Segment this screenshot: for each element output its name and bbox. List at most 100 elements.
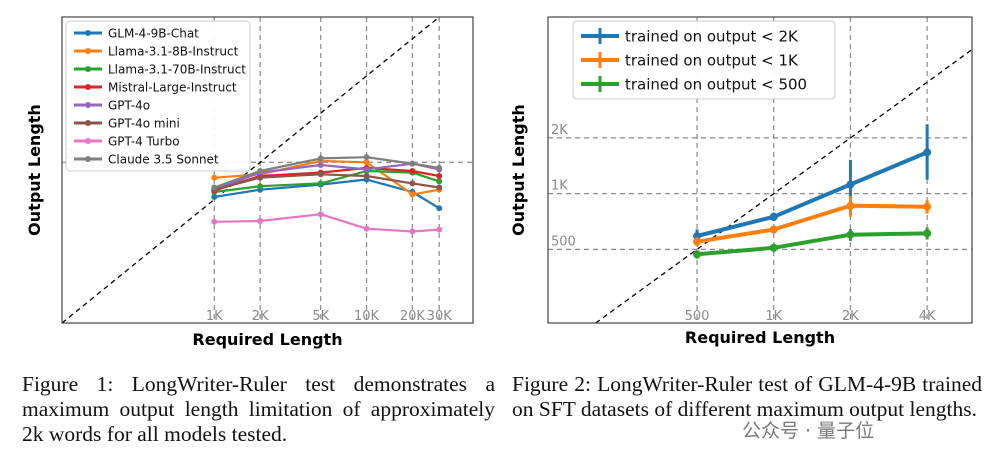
legend-label: GLM-4-9B-Chat	[108, 26, 199, 40]
legend-swatch-marker	[85, 120, 91, 126]
series-trained-on-output-1k	[693, 196, 932, 247]
legend-label: Claude 3.5 Sonnet	[108, 152, 219, 166]
x-tick-label: 1K	[206, 309, 223, 324]
data-point	[409, 160, 416, 167]
data-point	[317, 171, 324, 178]
series-line	[214, 178, 440, 210]
data-point	[317, 180, 324, 187]
legend-item-trained-on-output-1k: trained on output < 1K	[581, 51, 799, 69]
y-axis-label: Output Length	[25, 104, 44, 236]
data-point	[693, 237, 702, 246]
legend-swatch-marker	[85, 102, 91, 108]
legend-label: GPT-4o mini	[108, 116, 180, 130]
data-point	[363, 166, 370, 173]
data-point	[211, 174, 218, 181]
legend-label: trained on output < 1K	[625, 51, 799, 69]
x-tick-label: 20K	[400, 309, 426, 324]
data-point	[769, 243, 778, 252]
x-axis-label: Required Length	[192, 330, 342, 349]
legend-item-gpt-4o-mini: GPT-4o mini	[74, 116, 180, 130]
series-gpt-4-turbo	[211, 211, 443, 235]
legend-item-llama-3-1-8b-instruct: Llama-3.1-8B-Instruct	[74, 44, 239, 58]
series-line	[696, 231, 928, 257]
data-point	[923, 202, 932, 211]
data-point	[257, 168, 264, 175]
legend-item-llama-3-1-70b-instruct: Llama-3.1-70B-Instruct	[74, 62, 246, 76]
series-line	[696, 203, 928, 244]
legend-label: GPT-4 Turbo	[108, 134, 180, 148]
data-point	[436, 164, 443, 171]
y-tick-label: 1K	[551, 179, 568, 194]
legend-label: Mistral-Large-Instruct	[108, 80, 237, 94]
data-point	[436, 205, 443, 212]
legend: GLM-4-9B-Chat Llama-3.1-8B-Instruct Llama-…	[65, 20, 251, 172]
figure-2-caption: Figure 2: LongWriter-Ruler test of GLM-4…	[512, 372, 982, 421]
data-point	[409, 180, 416, 187]
x-tick-label: 10K	[354, 309, 380, 324]
y-tick-label: 500	[551, 234, 576, 249]
data-point	[409, 228, 416, 235]
data-point	[257, 217, 264, 224]
data-point	[317, 155, 324, 162]
legend-label: Llama-3.1-70B-Instruct	[108, 62, 246, 76]
x-tick-label: 30K	[427, 309, 453, 324]
data-point	[363, 225, 370, 232]
legend-item-trained-on-output-2k: trained on output < 2K	[581, 27, 799, 45]
series-trained-on-output-2k	[693, 124, 932, 244]
legend-label: Llama-3.1-8B-Instruct	[108, 44, 239, 58]
legend-item-mistral-large-instruct: Mistral-Large-Instruct	[74, 80, 237, 94]
legend-swatch-marker	[85, 30, 91, 36]
series-trained-on-output-500	[693, 227, 932, 259]
data-point	[257, 174, 264, 181]
series-line	[214, 173, 440, 191]
data-point	[693, 232, 702, 241]
legend-box	[572, 20, 836, 100]
legend-label: trained on output < 500	[625, 75, 807, 93]
legend-label: GPT-4o	[108, 98, 150, 112]
legend-swatch-marker	[85, 66, 91, 72]
x-tick-label: 500	[685, 309, 710, 324]
figure-1-caption: Figure 1: LongWriter-Ruler test demonstr…	[22, 372, 495, 446]
legend-swatch-marker	[85, 48, 91, 54]
y-axis-label: Output Length	[509, 104, 528, 236]
legend-label: trained on output < 2K	[625, 27, 799, 45]
series-line	[214, 169, 440, 194]
x-tick-label: 2K	[252, 309, 269, 324]
legend-item-claude-3-5-sonnet: Claude 3.5 Sonnet	[74, 152, 219, 166]
data-point	[769, 225, 778, 234]
data-point	[436, 178, 443, 185]
series-line	[213, 156, 440, 189]
legend-item-glm-4-9b-chat: GLM-4-9B-Chat	[74, 26, 199, 40]
data-point	[436, 184, 443, 191]
legend-swatch-marker	[85, 84, 91, 90]
series-line	[214, 213, 440, 233]
x-tick-label: 1K	[765, 309, 782, 324]
plot-frame	[61, 16, 474, 324]
legend: trained on output < 2K trained on output …	[572, 20, 836, 100]
diagonal-reference-line	[595, 49, 972, 323]
data-point	[436, 226, 443, 233]
data-point	[363, 172, 370, 179]
series-line	[213, 166, 440, 192]
x-tick-label: 5K	[312, 309, 329, 324]
data-point	[363, 154, 370, 161]
legend-swatch-marker	[85, 138, 91, 144]
data-point	[409, 191, 416, 198]
data-point	[846, 230, 855, 239]
data-point	[923, 148, 932, 157]
legend-swatch-marker	[85, 156, 91, 162]
chart-2: 500 1K 2K 4K 500 1K 2K Required Length Output Le…	[509, 16, 973, 347]
plot-frame	[547, 16, 973, 324]
series-claude-3-5-sonnet	[211, 154, 443, 191]
data-point	[317, 162, 324, 169]
data-point	[769, 212, 778, 221]
x-tick-label: 2K	[842, 309, 859, 324]
x-axis-label: Required Length	[685, 328, 835, 347]
data-point	[317, 211, 324, 218]
legend-item-gpt-4o: GPT-4o	[74, 98, 150, 112]
data-point	[693, 250, 702, 259]
data-point	[846, 180, 855, 189]
data-point	[846, 201, 855, 210]
